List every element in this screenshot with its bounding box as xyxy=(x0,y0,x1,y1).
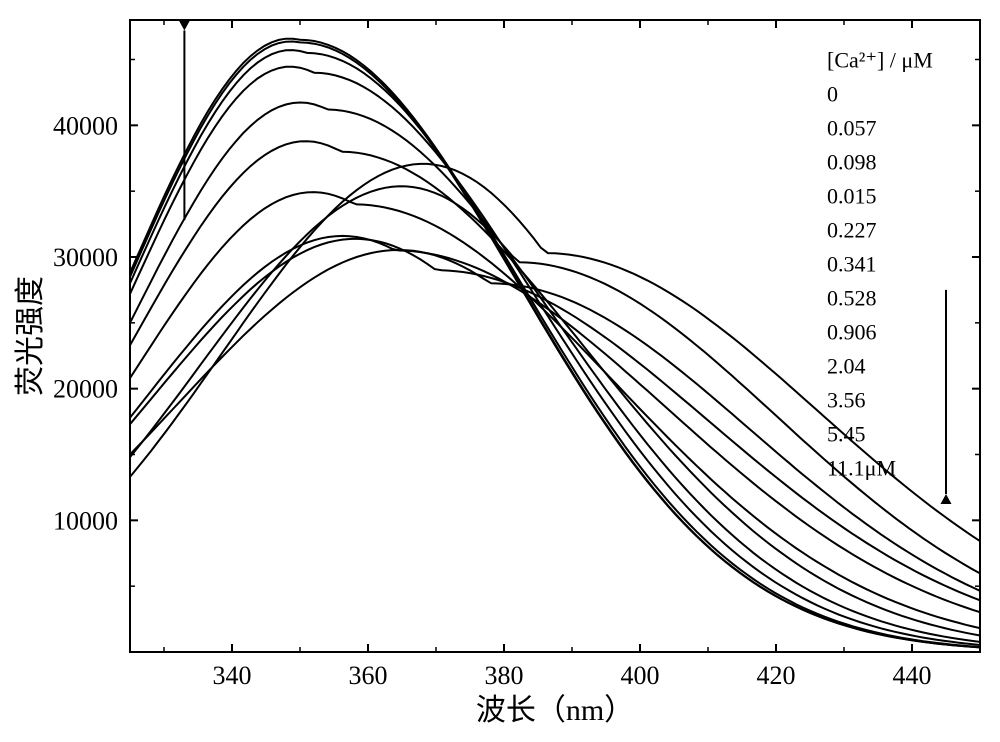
x-tick-label: 420 xyxy=(757,661,796,690)
legend-item: 3.56 xyxy=(827,387,866,412)
y-tick-label: 40000 xyxy=(53,111,118,140)
x-tick-label: 380 xyxy=(485,661,524,690)
y-tick-label: 30000 xyxy=(53,243,118,272)
x-axis-label: 波长（nm） xyxy=(476,694,634,727)
legend-item: 0.341 xyxy=(827,251,877,276)
legend-item: 0.057 xyxy=(827,115,877,140)
x-tick-label: 340 xyxy=(213,661,252,690)
y-tick-label: 20000 xyxy=(53,375,118,404)
legend-item: 5.45 xyxy=(827,421,866,446)
legend-item: 2.04 xyxy=(827,353,866,378)
y-tick-label: 10000 xyxy=(53,506,118,535)
legend-item: 0.906 xyxy=(827,319,877,344)
legend-item: 0.098 xyxy=(827,149,877,174)
y-axis-label: 荧光强度 xyxy=(14,276,47,396)
legend-item: 0.528 xyxy=(827,285,877,310)
x-tick-label: 360 xyxy=(349,661,388,690)
legend-item: 0.015 xyxy=(827,183,877,208)
x-tick-label: 400 xyxy=(621,661,660,690)
legend-title: [Ca²⁺] / μM xyxy=(827,47,933,72)
chart-root: 340 360 380 400 420 440 10000 20000 30000 40000 波长… xyxy=(0,0,1000,742)
x-tick-label: 440 xyxy=(893,661,932,690)
chart-svg: 340 360 380 400 420 440 10000 20000 30000 40000 波长… xyxy=(0,0,1000,742)
legend-item: 0.227 xyxy=(827,217,877,242)
legend-item: 0 xyxy=(827,81,838,106)
legend-item: 11.1μM xyxy=(827,455,896,480)
